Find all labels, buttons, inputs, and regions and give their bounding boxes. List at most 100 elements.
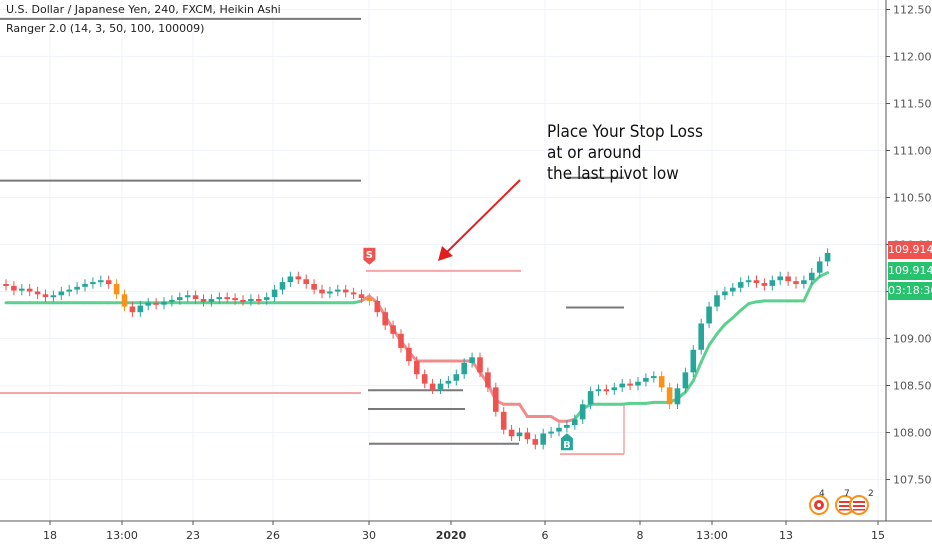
candle-body	[105, 280, 112, 284]
candle-body	[240, 299, 246, 302]
candle-body	[619, 383, 625, 388]
candle-body	[192, 295, 199, 300]
x-tick-label: 13:00	[106, 529, 138, 542]
ranger-line-segment	[802, 282, 814, 303]
candle-body	[177, 297, 183, 300]
candle-body	[90, 282, 96, 285]
candle-body	[485, 372, 491, 388]
candle-body	[548, 431, 554, 434]
event-count: 4	[819, 489, 825, 499]
ranger-line-segment	[549, 415, 561, 423]
candle-body	[66, 289, 72, 292]
event-count: 2	[868, 489, 874, 499]
candle-body	[595, 389, 602, 392]
y-tick-label: 108.500	[893, 380, 932, 393]
stop-loss-note: Place Your Stop Loss at or around the la…	[547, 122, 703, 185]
candle-body	[208, 299, 215, 302]
candle-body	[200, 299, 207, 302]
flag-us-icon[interactable]: 2	[848, 489, 874, 516]
candle-body	[737, 282, 744, 288]
candle-body	[658, 376, 665, 388]
candle-body	[398, 333, 404, 348]
countdown-tag: 03:18:36	[888, 282, 932, 300]
candle-body	[579, 404, 586, 420]
candle-body	[311, 283, 317, 290]
candle-body	[445, 380, 452, 384]
candle-body	[232, 298, 238, 301]
ranger-line-segment	[691, 360, 703, 383]
y-tick-label: 112.500	[893, 4, 932, 17]
candle-body	[279, 282, 286, 290]
x-tick-label: 23	[186, 529, 200, 542]
candle-body	[564, 424, 570, 428]
candle-body	[327, 291, 333, 294]
candle-body	[11, 285, 17, 291]
candle-body	[406, 347, 412, 362]
x-tick-label: 13	[779, 529, 793, 542]
candle-body	[295, 276, 302, 280]
ranger-line-segment	[810, 274, 822, 286]
candle-body	[342, 289, 349, 293]
annotation-arrow-shaft	[443, 179, 521, 256]
y-tick-label: 112.000	[893, 51, 932, 64]
candle-body	[730, 287, 736, 292]
candle-body	[801, 280, 807, 284]
candle-body	[382, 312, 388, 326]
candle-body	[50, 295, 57, 298]
ranger-line-segment	[739, 302, 751, 312]
candle-body	[287, 276, 294, 283]
y-tick-label: 111.000	[893, 145, 932, 158]
candle-body	[271, 289, 278, 298]
candle-body	[532, 439, 539, 445]
candle-body	[216, 297, 223, 300]
candle-body	[706, 306, 712, 324]
candle-body	[121, 294, 128, 307]
candle-body	[98, 280, 104, 283]
candle-body	[358, 294, 365, 299]
candle-body	[263, 297, 270, 300]
ranger-line-segment	[715, 322, 727, 336]
candle-body	[777, 276, 783, 281]
sell-signal-label: S	[366, 250, 373, 261]
candle-body	[390, 325, 396, 334]
sell-signal-marker	[363, 247, 376, 265]
candle-body	[42, 294, 49, 298]
buy-signal-label: B	[563, 440, 571, 451]
candle-body	[556, 427, 562, 432]
candle-body	[184, 295, 191, 298]
candle-body	[3, 283, 9, 286]
candle-body	[793, 281, 799, 284]
ranger-line-segment	[818, 271, 830, 278]
candle-body	[34, 291, 41, 295]
candle-body	[366, 298, 373, 301]
chart-title: U.S. Dollar / Japanese Yen, 240, FXCM, H…	[6, 3, 281, 16]
y-tick-label: 107.500	[893, 474, 932, 487]
ranger-value-tag: 109.914	[888, 262, 932, 280]
annotation-arrow-head	[438, 246, 453, 261]
ranger-line-segment	[731, 308, 743, 320]
candle-body	[319, 289, 325, 294]
candle-body	[137, 305, 144, 313]
candle-body	[82, 283, 88, 287]
candle-body	[169, 299, 175, 302]
candle-body	[129, 306, 136, 313]
candle-body	[477, 357, 483, 373]
candle-body	[745, 280, 752, 283]
candle-body	[350, 292, 357, 295]
ranger-line-segment	[699, 343, 711, 364]
candle-body	[374, 300, 381, 313]
flag-us-icon[interactable]: 7	[834, 489, 860, 516]
candle-body	[248, 299, 254, 302]
flag-us-icon[interactable]: 4	[808, 489, 834, 516]
ranger-line-segment	[518, 402, 529, 419]
candle-body	[603, 389, 610, 392]
candle-body	[437, 383, 444, 390]
x-tick-label: 13:00	[696, 529, 728, 542]
candle-body	[26, 288, 33, 292]
candle-body	[145, 302, 151, 306]
candle-body	[461, 362, 467, 375]
candle-body	[824, 252, 831, 262]
candle-body	[809, 272, 815, 281]
